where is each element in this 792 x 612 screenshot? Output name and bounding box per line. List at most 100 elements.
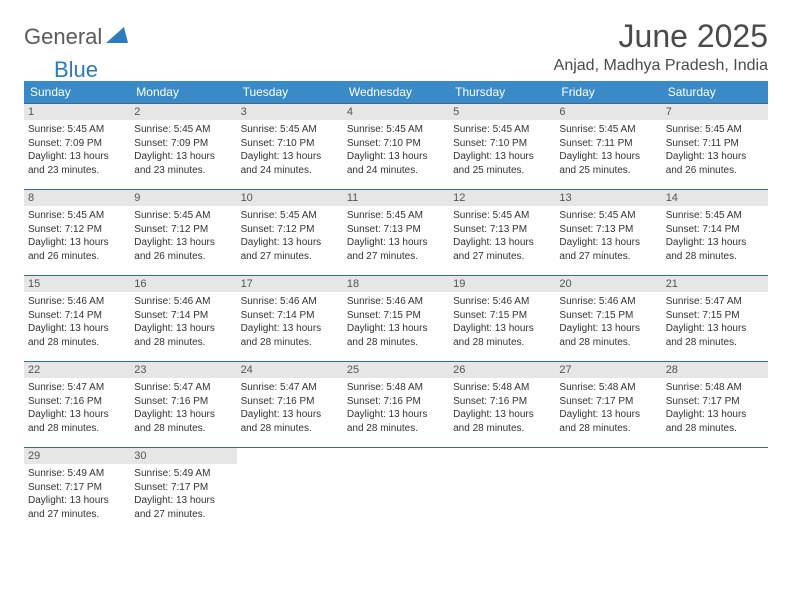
sunset-text: Sunset: 7:17 PM bbox=[134, 481, 232, 495]
sunrise-text: Sunrise: 5:48 AM bbox=[453, 381, 551, 395]
daylight-text: Daylight: 13 hours and 26 minutes. bbox=[134, 236, 232, 263]
day-number: 19 bbox=[449, 276, 555, 292]
sunset-text: Sunset: 7:16 PM bbox=[28, 395, 126, 409]
calendar-cell: 16Sunrise: 5:46 AMSunset: 7:14 PMDayligh… bbox=[130, 276, 236, 362]
day-info: Sunrise: 5:45 AMSunset: 7:12 PMDaylight:… bbox=[134, 209, 232, 263]
sunrise-text: Sunrise: 5:48 AM bbox=[666, 381, 764, 395]
day-info: Sunrise: 5:46 AMSunset: 7:14 PMDaylight:… bbox=[241, 295, 339, 349]
daylight-text: Daylight: 13 hours and 23 minutes. bbox=[28, 150, 126, 177]
weekday-header: Sunday bbox=[24, 81, 130, 104]
sunrise-text: Sunrise: 5:45 AM bbox=[241, 123, 339, 137]
logo: General bbox=[24, 18, 130, 50]
calendar-cell bbox=[237, 448, 343, 534]
calendar-row: 22Sunrise: 5:47 AMSunset: 7:16 PMDayligh… bbox=[24, 362, 768, 448]
daylight-text: Daylight: 13 hours and 27 minutes. bbox=[347, 236, 445, 263]
day-number: 4 bbox=[343, 104, 449, 120]
calendar-table: Sunday Monday Tuesday Wednesday Thursday… bbox=[24, 81, 768, 534]
sunrise-text: Sunrise: 5:47 AM bbox=[241, 381, 339, 395]
sunset-text: Sunset: 7:17 PM bbox=[666, 395, 764, 409]
day-info: Sunrise: 5:48 AMSunset: 7:16 PMDaylight:… bbox=[453, 381, 551, 435]
day-info: Sunrise: 5:46 AMSunset: 7:15 PMDaylight:… bbox=[453, 295, 551, 349]
day-info: Sunrise: 5:46 AMSunset: 7:14 PMDaylight:… bbox=[28, 295, 126, 349]
sunset-text: Sunset: 7:16 PM bbox=[241, 395, 339, 409]
sunrise-text: Sunrise: 5:46 AM bbox=[559, 295, 657, 309]
sunset-text: Sunset: 7:11 PM bbox=[559, 137, 657, 151]
day-info: Sunrise: 5:45 AMSunset: 7:13 PMDaylight:… bbox=[453, 209, 551, 263]
sunrise-text: Sunrise: 5:45 AM bbox=[347, 123, 445, 137]
daylight-text: Daylight: 13 hours and 27 minutes. bbox=[453, 236, 551, 263]
weekday-header-row: Sunday Monday Tuesday Wednesday Thursday… bbox=[24, 81, 768, 104]
calendar-cell: 21 Sunrise: 5:47 AMSunset: 7:15 PMDayligh… bbox=[662, 276, 768, 362]
day-info: Sunrise: 5:47 AMSunset: 7:15 PMDaylight:… bbox=[666, 295, 764, 349]
sunset-text: Sunset: 7:12 PM bbox=[28, 223, 126, 237]
day-number: 16 bbox=[130, 276, 236, 292]
sunset-text: Sunset: 7:09 PM bbox=[28, 137, 126, 151]
sunrise-text: Sunrise: 5:46 AM bbox=[347, 295, 445, 309]
day-number: 1 bbox=[24, 104, 130, 120]
sunrise-text: Sunrise: 5:49 AM bbox=[28, 467, 126, 481]
calendar-cell: 17 Sunrise: 5:46 AMSunset: 7:14 PMDayligh… bbox=[237, 276, 343, 362]
calendar-cell: 3Sunrise: 5:45 AMSunset: 7:10 PMDaylight… bbox=[237, 104, 343, 190]
day-number: 29 bbox=[24, 448, 130, 464]
calendar-cell: 29 Sunrise: 5:49 AMSunset: 7:17 PMDayligh… bbox=[24, 448, 130, 534]
weekday-header: Tuesday bbox=[237, 81, 343, 104]
sunset-text: Sunset: 7:13 PM bbox=[453, 223, 551, 237]
day-info: Sunrise: 5:48 AMSunset: 7:17 PMDaylight:… bbox=[559, 381, 657, 435]
daylight-text: Daylight: 13 hours and 28 minutes. bbox=[347, 408, 445, 435]
day-number: 21 bbox=[662, 276, 768, 292]
sunset-text: Sunset: 7:10 PM bbox=[241, 137, 339, 151]
sunset-text: Sunset: 7:12 PM bbox=[134, 223, 232, 237]
calendar-cell: 27 Sunrise: 5:48 AMSunset: 7:17 PMDayligh… bbox=[555, 362, 661, 448]
sunrise-text: Sunrise: 5:45 AM bbox=[347, 209, 445, 223]
calendar-cell bbox=[449, 448, 555, 534]
day-number: 5 bbox=[449, 104, 555, 120]
calendar-cell: 30 Sunrise: 5:49 AMSunset: 7:17 PMDayligh… bbox=[130, 448, 236, 534]
calendar-cell bbox=[555, 448, 661, 534]
sunrise-text: Sunrise: 5:45 AM bbox=[666, 209, 764, 223]
sunset-text: Sunset: 7:14 PM bbox=[28, 309, 126, 323]
calendar-cell: 23Sunrise: 5:47 AMSunset: 7:16 PMDayligh… bbox=[130, 362, 236, 448]
day-number: 12 bbox=[449, 190, 555, 206]
title-block: June 2025 Anjad, Madhya Pradesh, India bbox=[554, 18, 768, 75]
sunset-text: Sunset: 7:09 PM bbox=[134, 137, 232, 151]
sunset-text: Sunset: 7:16 PM bbox=[134, 395, 232, 409]
day-number: 30 bbox=[130, 448, 236, 464]
day-number: 6 bbox=[555, 104, 661, 120]
sunrise-text: Sunrise: 5:46 AM bbox=[241, 295, 339, 309]
day-info: Sunrise: 5:49 AMSunset: 7:17 PMDaylight:… bbox=[134, 467, 232, 521]
day-number: 27 bbox=[555, 362, 661, 378]
location: Anjad, Madhya Pradesh, India bbox=[554, 57, 768, 75]
weekday-header: Wednesday bbox=[343, 81, 449, 104]
daylight-text: Daylight: 13 hours and 28 minutes. bbox=[453, 322, 551, 349]
calendar-cell: 15Sunrise: 5:46 AMSunset: 7:14 PMDayligh… bbox=[24, 276, 130, 362]
calendar-row: 15Sunrise: 5:46 AMSunset: 7:14 PMDayligh… bbox=[24, 276, 768, 362]
day-number: 17 bbox=[237, 276, 343, 292]
calendar-cell: 7Sunrise: 5:45 AMSunset: 7:11 PMDaylight… bbox=[662, 104, 768, 190]
calendar-cell: 8Sunrise: 5:45 AMSunset: 7:12 PMDaylight… bbox=[24, 190, 130, 276]
daylight-text: Daylight: 13 hours and 28 minutes. bbox=[241, 408, 339, 435]
sunrise-text: Sunrise: 5:45 AM bbox=[559, 123, 657, 137]
daylight-text: Daylight: 13 hours and 28 minutes. bbox=[241, 322, 339, 349]
calendar-row: 29Sunrise: 5:49 AMSunset: 7:17 PMDayligh… bbox=[24, 448, 768, 534]
day-number: 20 bbox=[555, 276, 661, 292]
calendar-cell bbox=[662, 448, 768, 534]
calendar-cell: 9Sunrise: 5:45 AMSunset: 7:12 PMDaylight… bbox=[130, 190, 236, 276]
month-title: June 2025 bbox=[554, 18, 768, 55]
daylight-text: Daylight: 13 hours and 25 minutes. bbox=[559, 150, 657, 177]
day-number: 23 bbox=[130, 362, 236, 378]
sunrise-text: Sunrise: 5:45 AM bbox=[666, 123, 764, 137]
calendar-cell: 13Sunrise: 5:45 AMSunset: 7:13 PMDayligh… bbox=[555, 190, 661, 276]
sunrise-text: Sunrise: 5:45 AM bbox=[559, 209, 657, 223]
day-info: Sunrise: 5:46 AMSunset: 7:15 PMDaylight:… bbox=[347, 295, 445, 349]
daylight-text: Daylight: 13 hours and 28 minutes. bbox=[559, 322, 657, 349]
sunset-text: Sunset: 7:10 PM bbox=[347, 137, 445, 151]
sunset-text: Sunset: 7:11 PM bbox=[666, 137, 764, 151]
daylight-text: Daylight: 13 hours and 28 minutes. bbox=[666, 236, 764, 263]
day-info: Sunrise: 5:49 AMSunset: 7:17 PMDaylight:… bbox=[28, 467, 126, 521]
daylight-text: Daylight: 13 hours and 23 minutes. bbox=[134, 150, 232, 177]
day-number: 3 bbox=[237, 104, 343, 120]
calendar-cell: 11Sunrise: 5:45 AMSunset: 7:13 PMDayligh… bbox=[343, 190, 449, 276]
sunrise-text: Sunrise: 5:47 AM bbox=[134, 381, 232, 395]
day-number: 14 bbox=[662, 190, 768, 206]
sunrise-text: Sunrise: 5:45 AM bbox=[241, 209, 339, 223]
